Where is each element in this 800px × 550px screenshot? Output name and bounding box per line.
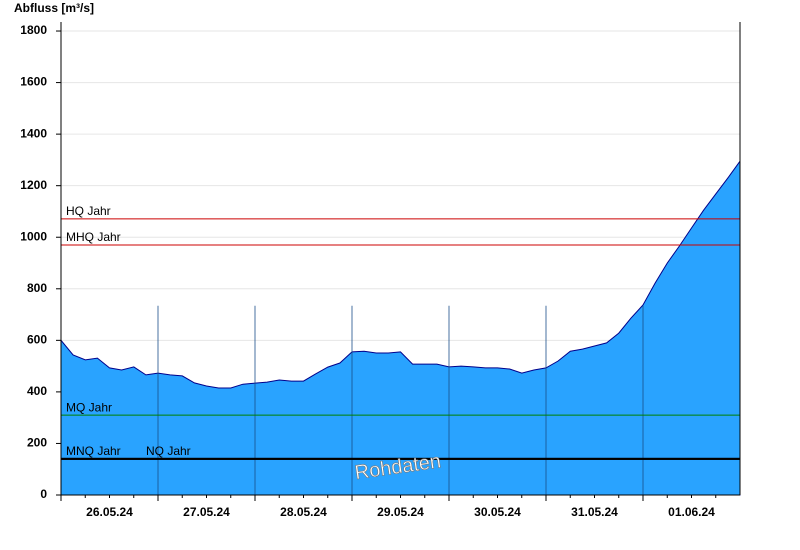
x-tick-label: 28.05.24 bbox=[280, 505, 327, 519]
reference-label: HQ Jahr bbox=[66, 204, 111, 218]
y-tick-label: 200 bbox=[27, 436, 47, 450]
x-tick-label: 29.05.24 bbox=[377, 505, 424, 519]
y-tick-label: 1400 bbox=[20, 126, 47, 140]
reference-label: MHQ Jahr bbox=[66, 230, 121, 244]
reference-label: NQ Jahr bbox=[146, 444, 191, 458]
y-tick-label: 1000 bbox=[20, 229, 47, 243]
x-tick-label: 01.06.24 bbox=[668, 505, 715, 519]
x-tick-label: 26.05.24 bbox=[86, 505, 133, 519]
x-tick-label: 30.05.24 bbox=[474, 505, 521, 519]
y-tick-label: 0 bbox=[40, 487, 47, 501]
y-tick-label: 1600 bbox=[20, 75, 47, 89]
reference-label: MNQ Jahr bbox=[66, 444, 121, 458]
y-tick-label: 1200 bbox=[20, 178, 47, 192]
reference-label: MQ Jahr bbox=[66, 400, 112, 414]
x-tick-label: 31.05.24 bbox=[571, 505, 618, 519]
y-axis-label: Abfluss [m³/s] bbox=[14, 1, 94, 15]
y-tick-label: 400 bbox=[27, 384, 47, 398]
area bbox=[60, 159, 741, 496]
x-tick-label: 27.05.24 bbox=[183, 505, 230, 519]
y-tick-label: 1800 bbox=[20, 23, 47, 37]
y-tick-label: 800 bbox=[27, 281, 47, 295]
y-tick-label: 600 bbox=[27, 333, 47, 347]
